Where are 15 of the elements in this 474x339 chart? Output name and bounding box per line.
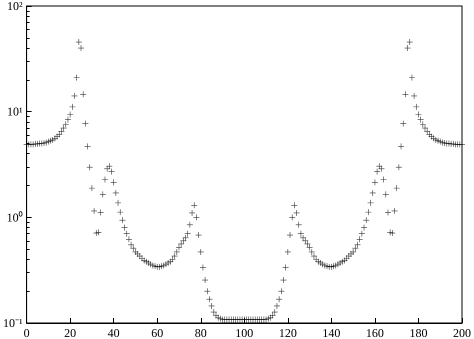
x-tick-label: 160 bbox=[366, 326, 384, 339]
x-tick-label: 0 bbox=[24, 326, 30, 339]
y-tick-label: 10² bbox=[6, 0, 23, 13]
x-tick-label: 100 bbox=[235, 326, 254, 339]
x-tick-label: 200 bbox=[453, 326, 471, 339]
x-tick-label: 60 bbox=[151, 326, 164, 339]
x-tick-label: 180 bbox=[409, 326, 428, 339]
x-tick-label: 20 bbox=[64, 326, 76, 339]
y-tick-label: 10⁻¹ bbox=[2, 316, 23, 330]
x-tick-label: 40 bbox=[108, 326, 120, 339]
x-tick-label: 120 bbox=[278, 326, 297, 339]
y-tick-label: 10⁰ bbox=[6, 210, 23, 224]
y-tick-label: 10¹ bbox=[6, 104, 23, 119]
x-tick-label: 140 bbox=[322, 326, 340, 339]
x-tick-label: 80 bbox=[194, 326, 207, 339]
